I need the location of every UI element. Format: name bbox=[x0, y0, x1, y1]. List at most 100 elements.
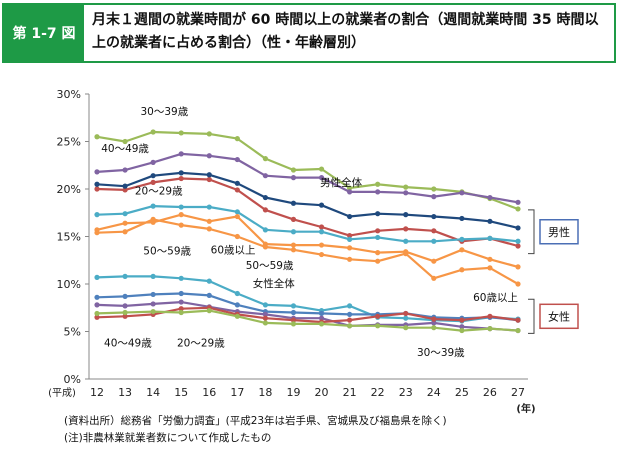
data-point bbox=[318, 242, 325, 248]
data-point bbox=[347, 323, 353, 329]
data-point bbox=[94, 302, 100, 308]
x-tick-label: 18 bbox=[258, 386, 272, 399]
data-point bbox=[94, 294, 100, 300]
data-point bbox=[234, 136, 240, 142]
x-tick-label: 27 bbox=[511, 386, 525, 399]
data-point bbox=[178, 309, 184, 316]
data-point bbox=[347, 236, 353, 242]
series-line-9 bbox=[96, 292, 519, 322]
data-point bbox=[262, 173, 268, 179]
data-point bbox=[122, 183, 128, 189]
data-point bbox=[94, 186, 100, 192]
data-point bbox=[290, 167, 297, 173]
data-point bbox=[206, 153, 212, 159]
data-point bbox=[290, 317, 297, 323]
data-point bbox=[459, 215, 465, 222]
data-point bbox=[515, 199, 521, 205]
data-point bbox=[347, 317, 353, 323]
data-point bbox=[290, 200, 297, 206]
data-point bbox=[403, 315, 409, 321]
series-line-2 bbox=[96, 152, 519, 204]
data-point bbox=[262, 320, 268, 326]
data-point bbox=[403, 190, 409, 196]
data-point bbox=[122, 167, 128, 173]
data-point bbox=[515, 243, 521, 249]
data-point bbox=[290, 229, 297, 235]
data-point bbox=[375, 313, 381, 319]
data-point bbox=[375, 181, 381, 187]
data-point bbox=[375, 228, 381, 234]
data-point bbox=[150, 308, 156, 315]
data-point bbox=[375, 189, 381, 195]
data-point bbox=[150, 273, 156, 279]
data-point bbox=[515, 264, 521, 270]
data-point bbox=[431, 320, 437, 326]
group-label: 女性 bbox=[548, 309, 570, 323]
series-line-11 bbox=[96, 306, 519, 324]
data-point bbox=[375, 258, 381, 264]
x-tick-label: 24 bbox=[427, 386, 441, 399]
series-annotation: 女性全体 bbox=[253, 277, 295, 290]
x-tick-label: 20 bbox=[315, 386, 329, 399]
x-tick-label: 26 bbox=[483, 386, 497, 399]
y-tick-label: 0% bbox=[64, 373, 81, 386]
data-point bbox=[459, 190, 465, 196]
data-point bbox=[234, 156, 240, 163]
group-label: 男性 bbox=[548, 225, 570, 239]
data-point bbox=[122, 313, 128, 319]
data-point bbox=[262, 302, 268, 308]
data-point bbox=[318, 202, 325, 208]
series-line-8 bbox=[96, 275, 519, 323]
data-point bbox=[206, 176, 212, 183]
y-tick-label: 20% bbox=[57, 183, 81, 196]
data-point bbox=[347, 232, 353, 239]
data-point bbox=[150, 173, 156, 179]
data-point bbox=[375, 211, 381, 217]
y-tick-label: 10% bbox=[57, 278, 81, 291]
data-point bbox=[206, 204, 212, 210]
data-point bbox=[178, 170, 184, 176]
data-point bbox=[487, 235, 493, 241]
data-point bbox=[178, 204, 184, 210]
data-point bbox=[459, 327, 465, 334]
data-point bbox=[431, 325, 437, 331]
x-axis-prefix: (平成) bbox=[48, 387, 76, 399]
series-line-3 bbox=[96, 177, 519, 248]
data-point bbox=[487, 326, 493, 332]
data-point bbox=[403, 212, 409, 218]
x-tick-label: 25 bbox=[455, 386, 469, 399]
data-point bbox=[178, 212, 184, 218]
data-point bbox=[318, 224, 325, 230]
data-point bbox=[375, 250, 381, 256]
data-point bbox=[122, 138, 128, 145]
data-point bbox=[347, 311, 353, 317]
data-point bbox=[403, 238, 409, 244]
data-point bbox=[122, 303, 128, 309]
x-tick-label: 17 bbox=[230, 386, 244, 399]
data-point bbox=[234, 180, 240, 186]
series-annotation: 50〜59歳 bbox=[143, 246, 191, 258]
x-tick-label: 19 bbox=[286, 386, 300, 399]
data-point bbox=[122, 273, 128, 279]
group-box-2 bbox=[539, 303, 579, 330]
group-box-1 bbox=[539, 219, 579, 245]
data-point bbox=[487, 194, 493, 201]
series-line-10 bbox=[96, 301, 519, 332]
data-point bbox=[178, 151, 184, 157]
data-point bbox=[94, 134, 100, 140]
x-tick-label: 12 bbox=[90, 386, 104, 399]
figure-header: 第 1-7 図 月末１週間の就業時間が 60 時間以上の就業者の割合（週間就業時… bbox=[2, 3, 616, 63]
figure-number: 第 1-7 図 bbox=[4, 5, 84, 61]
data-point bbox=[206, 278, 212, 284]
data-point bbox=[347, 245, 353, 251]
data-point bbox=[459, 236, 465, 242]
series-annotation: 30〜39歳 bbox=[417, 347, 465, 359]
data-point bbox=[262, 315, 268, 321]
data-point bbox=[515, 225, 521, 231]
data-point bbox=[318, 229, 325, 235]
data-point bbox=[290, 247, 297, 253]
data-point bbox=[178, 306, 184, 312]
data-point bbox=[318, 251, 325, 258]
data-point bbox=[234, 209, 240, 215]
